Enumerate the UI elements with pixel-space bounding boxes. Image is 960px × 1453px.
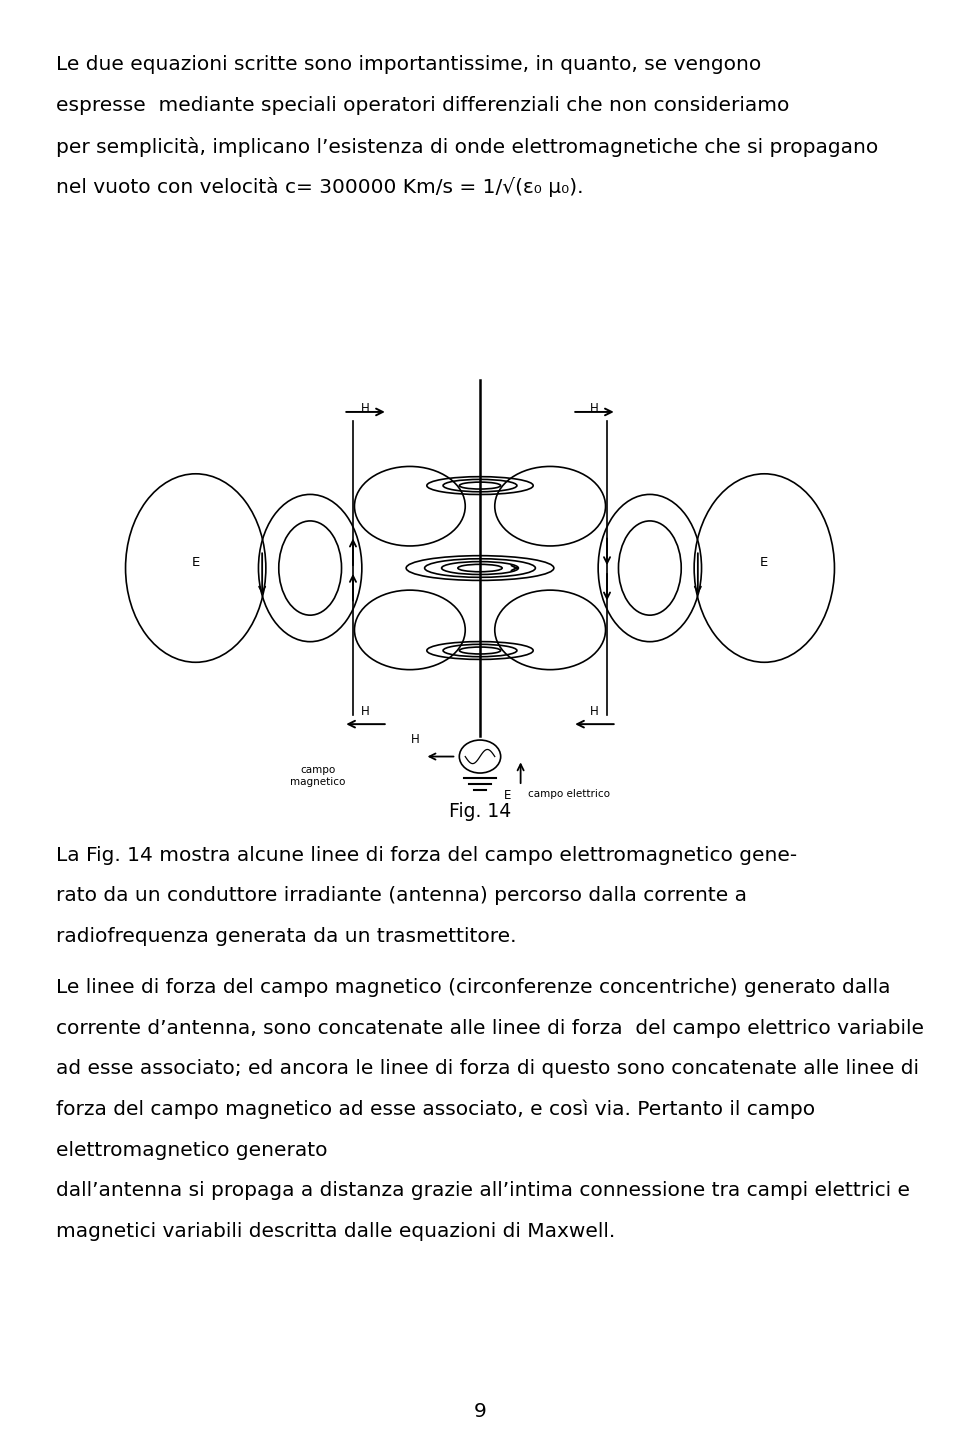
Text: campo elettrico: campo elettrico xyxy=(528,789,610,799)
Text: H: H xyxy=(590,705,599,718)
Text: corrente d’antenna, sono concatenate alle linee di forza  del campo elettrico va: corrente d’antenna, sono concatenate all… xyxy=(56,1019,924,1037)
Text: rato da un conduttore irradiante (antenna) percorso dalla corrente a: rato da un conduttore irradiante (antenn… xyxy=(56,886,747,905)
Text: Le due equazioni scritte sono importantissime, in quanto, se vengono: Le due equazioni scritte sono importanti… xyxy=(56,55,761,74)
Text: Le linee di forza del campo magnetico (circonferenze concentriche) generato dall: Le linee di forza del campo magnetico (c… xyxy=(56,978,890,997)
Text: espresse  mediante speciali operatori differenziali che non consideriamo: espresse mediante speciali operatori dif… xyxy=(56,96,789,115)
Text: campo
magnetico: campo magnetico xyxy=(290,766,346,788)
Text: elettromagnetico generato: elettromagnetico generato xyxy=(56,1141,327,1159)
Text: per semplicità, implicano l’esistenza di onde elettromagnetiche che si propagano: per semplicità, implicano l’esistenza di… xyxy=(56,137,878,157)
Text: H: H xyxy=(590,402,599,416)
Text: E: E xyxy=(192,555,200,568)
Text: H: H xyxy=(361,402,370,416)
Text: nel vuoto con velocità c= 300000 Km/s = 1/√(ε₀ μ₀).: nel vuoto con velocità c= 300000 Km/s = … xyxy=(56,177,583,198)
Text: radiofrequenza generata da un trasmettitore.: radiofrequenza generata da un trasmettit… xyxy=(56,927,516,946)
Text: La Fig. 14 mostra alcune linee di forza del campo elettromagnetico gene-: La Fig. 14 mostra alcune linee di forza … xyxy=(56,846,797,865)
Text: H: H xyxy=(361,705,370,718)
Text: E: E xyxy=(760,555,768,568)
Text: E: E xyxy=(504,789,511,802)
Text: magnetici variabili descritta dalle equazioni di Maxwell.: magnetici variabili descritta dalle equa… xyxy=(56,1222,615,1241)
Text: ad esse associato; ed ancora le linee di forza di questo sono concatenate alle l: ad esse associato; ed ancora le linee di… xyxy=(56,1059,919,1078)
Text: forza del campo magnetico ad esse associato, e così via. Pertanto il campo: forza del campo magnetico ad esse associ… xyxy=(56,1100,815,1119)
Text: H: H xyxy=(411,732,420,745)
Text: dall’antenna si propaga a distanza grazie all’intima connessione tra campi elett: dall’antenna si propaga a distanza grazi… xyxy=(56,1181,910,1200)
Text: Fig. 14: Fig. 14 xyxy=(449,802,511,821)
Text: 9: 9 xyxy=(473,1402,487,1421)
